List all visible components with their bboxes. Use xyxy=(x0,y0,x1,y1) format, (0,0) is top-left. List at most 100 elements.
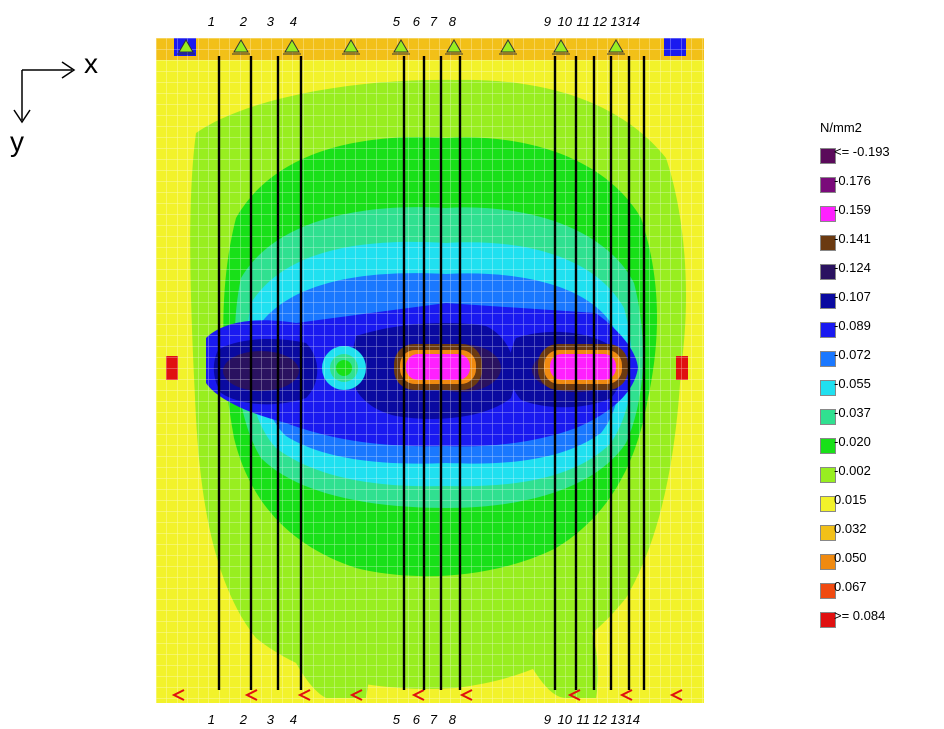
legend-swatch xyxy=(820,293,836,309)
top-section-label-6: 6 xyxy=(413,14,421,29)
top-section-label-2: 2 xyxy=(239,14,248,29)
legend-label: -0.124 xyxy=(834,260,871,275)
bottom-section-label-12: 12 xyxy=(593,712,608,727)
bottom-section-label-13: 13 xyxy=(611,712,626,727)
top-section-label-5: 5 xyxy=(393,14,401,29)
legend-item: -0.141 xyxy=(820,229,940,251)
legend-swatch xyxy=(820,438,836,454)
bottom-section-label-14: 14 xyxy=(626,712,640,727)
bottom-support-7 xyxy=(567,689,581,701)
legend-item: 0.050 xyxy=(820,548,940,570)
bottom-support-3 xyxy=(297,689,311,701)
legend-swatch xyxy=(820,351,836,367)
supports xyxy=(171,39,683,701)
top-section-label-1: 1 xyxy=(208,14,215,29)
legend-label: -0.107 xyxy=(834,289,871,304)
top-support-2 xyxy=(232,39,250,55)
legend-label: -0.055 xyxy=(834,376,871,391)
bottom-section-label-8: 8 xyxy=(449,712,457,727)
legend-item: -0.037 xyxy=(820,403,940,425)
top-support-3 xyxy=(283,39,301,55)
top-section-label-8: 8 xyxy=(449,14,457,29)
bottom-support-5 xyxy=(411,689,425,701)
legend-item: -0.124 xyxy=(820,258,940,280)
bottom-section-label-4: 4 xyxy=(290,712,297,727)
top-support-5 xyxy=(392,39,410,55)
bottom-support-4 xyxy=(349,689,363,701)
top-section-label-3: 3 xyxy=(267,14,275,29)
bottom-section-label-5: 5 xyxy=(393,712,401,727)
legend-swatch xyxy=(820,612,836,628)
legend-label: -0.176 xyxy=(834,173,871,188)
legend-label: -0.141 xyxy=(834,231,871,246)
bottom-section-label-7: 7 xyxy=(430,712,438,727)
legend-label: -0.089 xyxy=(834,318,871,333)
bottom-support-9 xyxy=(669,689,683,701)
bottom-support-8 xyxy=(619,689,633,701)
legend-label: 0.050 xyxy=(834,550,867,565)
bottom-section-label-3: 3 xyxy=(267,712,275,727)
legend-item: -0.176 xyxy=(820,171,940,193)
top-section-label-9: 9 xyxy=(544,14,551,29)
legend-swatch xyxy=(820,583,836,599)
bottom-support-2 xyxy=(244,689,258,701)
top-section-label-13: 13 xyxy=(611,14,626,29)
legend-item: 0.015 xyxy=(820,490,940,512)
top-section-label-11: 11 xyxy=(577,14,591,29)
color-legend: N/mm2 <= -0.193 -0.176 -0.159 -0.141 -0.124 -… xyxy=(812,112,942,712)
legend-item: >= 0.084 xyxy=(820,606,940,628)
legend-item: 0.067 xyxy=(820,577,940,599)
legend-swatch xyxy=(820,322,836,338)
legend-label: >= 0.084 xyxy=(834,608,886,623)
legend-item: -0.159 xyxy=(820,200,940,222)
legend-label: 0.067 xyxy=(834,579,867,594)
legend-swatch xyxy=(820,235,836,251)
bottom-section-label-1: 1 xyxy=(208,712,215,727)
legend-swatch xyxy=(820,206,836,222)
legend-swatch xyxy=(820,264,836,280)
legend-item: -0.089 xyxy=(820,316,940,338)
legend-item: -0.020 xyxy=(820,432,940,454)
bottom-section-label-11: 11 xyxy=(577,712,591,727)
legend-swatch xyxy=(820,177,836,193)
top-support-9 xyxy=(607,39,625,55)
legend-item: <= -0.193 xyxy=(820,142,940,164)
top-support-7 xyxy=(499,39,517,55)
bottom-support-6 xyxy=(459,689,473,701)
legend-label: -0.037 xyxy=(834,405,871,420)
bottom-section-label-6: 6 xyxy=(413,712,421,727)
legend-label: <= -0.193 xyxy=(834,144,890,159)
contour-canvas xyxy=(156,38,704,703)
top-support-4 xyxy=(342,39,360,55)
section-lines xyxy=(217,56,646,690)
legend-label: 0.032 xyxy=(834,521,867,536)
top-support-1 xyxy=(177,39,195,55)
top-section-label-7: 7 xyxy=(430,14,438,29)
mesh-grid xyxy=(156,38,704,703)
bottom-section-label-2: 2 xyxy=(239,712,248,727)
legend-item: -0.072 xyxy=(820,345,940,367)
legend-label: -0.020 xyxy=(834,434,871,449)
legend-swatch xyxy=(820,148,836,164)
legend-unit: N/mm2 xyxy=(820,120,862,135)
legend-item: -0.002 xyxy=(820,461,940,483)
top-support-6 xyxy=(445,39,463,55)
legend-swatch xyxy=(820,409,836,425)
bottom-support-1 xyxy=(171,689,185,701)
bottom-section-label-9: 9 xyxy=(544,712,551,727)
legend-swatch xyxy=(820,554,836,570)
top-support-8 xyxy=(552,39,570,55)
y-axis-label: y xyxy=(10,126,24,157)
top-section-label-4: 4 xyxy=(290,14,297,29)
top-section-label-10: 10 xyxy=(558,14,573,29)
legend-label: -0.159 xyxy=(834,202,871,217)
legend-swatch xyxy=(820,496,836,512)
stress-contour-plot xyxy=(156,38,704,703)
x-axis-label: x xyxy=(84,48,98,79)
legend-label: -0.002 xyxy=(834,463,871,478)
legend-item: -0.055 xyxy=(820,374,940,396)
top-section-label-14: 14 xyxy=(626,14,640,29)
axis-arrows xyxy=(13,61,76,124)
legend-swatch xyxy=(820,525,836,541)
axis-indicator: x y xyxy=(0,40,140,170)
